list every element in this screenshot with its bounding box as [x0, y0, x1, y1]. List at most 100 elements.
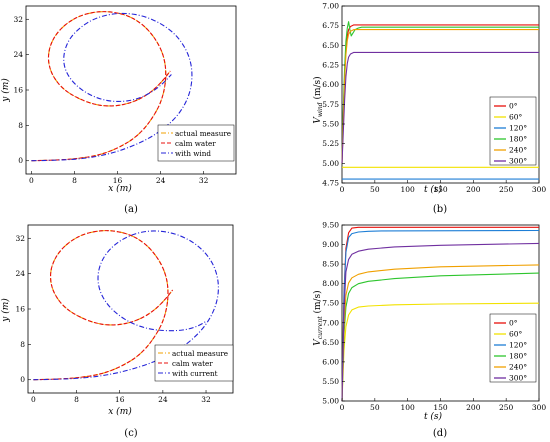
panel-b-ylabel-unit: (m/s) [312, 76, 323, 102]
panel-c-ytick-label: 24 [15, 269, 25, 278]
panel-c-xtick-label: 32 [201, 395, 211, 404]
panel-b-legend-items: 0° 60° 120° 180° 240° 300° [494, 102, 527, 166]
panel-a-series [31, 11, 193, 162]
panel-d-ytick-label: 7.00 [322, 318, 339, 327]
panel-b-ytick-label: 5.50 [322, 120, 339, 129]
panel-d-series [341, 226, 540, 402]
panel-b-ytick-label: 7.00 [322, 2, 339, 11]
panel-b-series-4-line [341, 29, 539, 164]
panel-b-series-5-line [341, 51, 539, 164]
panel-b-ytick-label: 5.25 [322, 139, 339, 148]
panel-c-legend-label-1: calm water [172, 359, 213, 368]
panel-c-xtick-label: 16 [115, 395, 125, 404]
panel-c-legend: actual measure calm water with current [154, 344, 234, 382]
panel-d-legend-label-3: 180° [509, 352, 527, 361]
panel-d-ylabel-sub: current [317, 316, 324, 339]
panel-c: 0 8 16 24 32 0 8 16 24 32 x (m) y (m) actual meas… [0, 224, 234, 439]
panel-c-legend-label-0: actual measure [172, 349, 228, 358]
panel-d-legend-label-1: 60° [509, 330, 523, 339]
panel-a-legend-label-0: actual measure [175, 129, 231, 138]
panel-a-ytick-label: 16 [13, 86, 23, 95]
panel-d-xtick-label: 300 [532, 403, 547, 412]
panel-b-xlabel: t (s) [424, 184, 443, 195]
panel-d-ticks: 0 50 100 150 200 250 300 5.00 5.50 6.00 6.50 7.00 7.… [322, 221, 546, 413]
panel-b-legend-label-5: 300° [509, 157, 527, 166]
panel-b-ytick-label: 4.75 [322, 179, 339, 188]
panel-d-legend-label-0: 0° [509, 319, 518, 328]
panel-c-legend-label-2: with current [172, 369, 218, 378]
panel-b: 0 50 100 150 200 250 300 4.75 5.00 5.25 5.50 5.75 6.… [312, 2, 546, 216]
panel-b-xtick-label: 200 [466, 185, 481, 194]
panel-c-ytick-label: 32 [15, 234, 25, 243]
panel-a-xtick-label: 0 [29, 176, 34, 185]
panel-b-series [341, 21, 539, 180]
panel-b-xtick-label: 150 [433, 185, 448, 194]
panel-d-series-3-line [341, 272, 540, 402]
panel-a-xlabel: x (m) [108, 183, 132, 194]
panel-d-ylabel-main: V [313, 338, 323, 346]
panel-d-caption: (d) [433, 428, 447, 439]
panel-c-ticks: 0 8 16 24 32 0 8 16 24 32 [15, 234, 211, 404]
panel-b-ytick-label: 5.00 [322, 159, 339, 168]
panel-b-ytick-label: 6.50 [322, 41, 339, 50]
panel-b-legend-label-3: 180° [509, 135, 527, 144]
panel-d-ytick-label: 7.50 [322, 299, 339, 308]
panel-b-xtick-label: 250 [499, 185, 514, 194]
panel-a-ylabel: y (m) [0, 78, 11, 103]
panel-a-ytick-label: 8 [18, 121, 23, 130]
panel-d-ylabel-unit: (m/s) [312, 290, 323, 316]
panel-d-ytick-label: 6.50 [322, 338, 339, 347]
panel-d-ytick-label: 8.00 [322, 279, 339, 288]
panel-d-series-1-line [341, 302, 540, 402]
panel-b-ytick-label: 5.75 [322, 100, 339, 109]
panel-c-ytick-label: 0 [20, 375, 25, 384]
panel-a-ticks: 0 8 16 24 32 0 8 16 24 32 [13, 15, 208, 185]
panel-d-ytick-label: 9.50 [322, 221, 339, 230]
panel-d-legend-box [489, 313, 537, 383]
panel-b-xtick-label: 300 [532, 185, 547, 194]
panel-d-series-4-line [341, 264, 540, 402]
panel-a-series-1-line [31, 11, 171, 162]
panel-c-ytick-label: 8 [20, 340, 25, 349]
panel-d-series-5-line [341, 242, 540, 402]
panel-a: 0 8 16 24 32 0 8 16 24 32 x (m) y (m) actual meas… [0, 5, 237, 215]
panel-b-legend-label-4: 240° [509, 146, 527, 155]
panel-d-legend: 0° 60° 120° 180° 240° 300° [489, 313, 537, 383]
panel-d-ylabel: Vcurrent (m/s) [312, 290, 324, 345]
panel-a-caption: (a) [124, 204, 138, 215]
panel-b-ylabel-main: V [313, 116, 323, 124]
panel-d-xtick-label: 100 [401, 403, 416, 412]
panel-a-series-0-line [31, 11, 171, 162]
panel-a-legend: actual measure calm water with wind [157, 124, 235, 162]
panel-b-xtick-label: 0 [340, 185, 345, 194]
panel-c-series-1-line [33, 230, 174, 381]
panel-d-xtick-label: 250 [499, 403, 514, 412]
panel-d-ytick-label: 5.00 [322, 397, 339, 406]
panel-d-series-2-line [341, 229, 540, 402]
panel-b-ytick-label: 6.25 [322, 61, 339, 70]
panel-c-xtick-label: 8 [74, 395, 79, 404]
panel-b-ytick-label: 6.00 [322, 80, 339, 89]
panel-a-xtick-label: 16 [113, 176, 123, 185]
panel-a-legend-label-2: with wind [175, 149, 211, 158]
panel-c-xtick-label: 24 [158, 395, 168, 404]
panel-d-legend-label-5: 300° [509, 374, 527, 383]
panel-c-ylabel: y (m) [0, 298, 11, 323]
panel-b-legend-label-2: 120° [509, 124, 527, 133]
panel-c-caption: (c) [124, 428, 138, 439]
panel-d-xtick-label: 200 [466, 403, 481, 412]
panel-c-xlabel: x (m) [108, 406, 132, 417]
panel-a-xtick-label: 8 [72, 176, 77, 185]
panel-c-xtick-label: 0 [31, 395, 36, 404]
panel-a-series-2-line [31, 12, 193, 162]
panel-a-legend-label-1: calm water [175, 139, 216, 148]
panel-b-xtick-label: 50 [370, 185, 380, 194]
panel-a-xtick-label: 24 [156, 176, 166, 185]
panel-d-ytick-label: 9.00 [322, 240, 339, 249]
panel-b-legend-box [489, 96, 537, 166]
panel-d-legend-items: 0° 60° 120° 180° 240° 300° [494, 319, 527, 383]
panel-a-xtick-label: 32 [199, 176, 209, 185]
panel-d-ytick-label: 6.00 [322, 357, 339, 366]
panel-d-xtick-label: 0 [340, 403, 345, 412]
panel-a-ytick-label: 32 [13, 15, 23, 24]
